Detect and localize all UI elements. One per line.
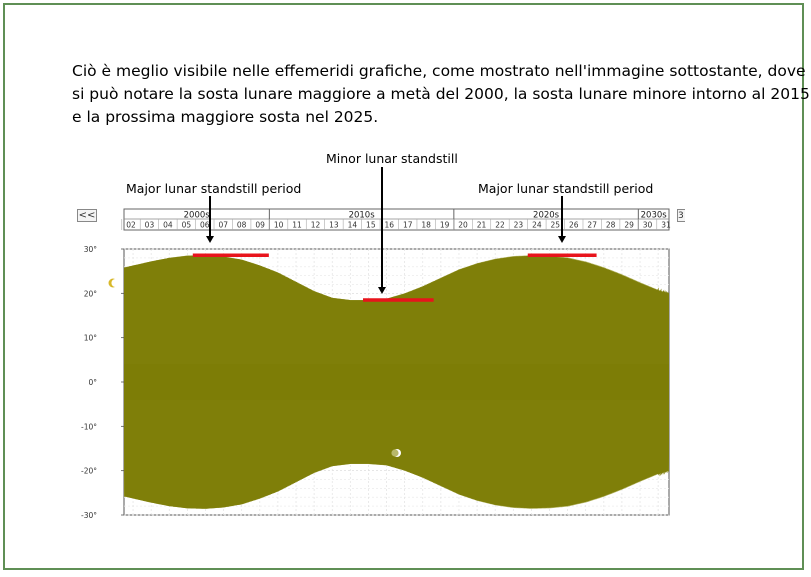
y-tick-label: 30° — [84, 245, 98, 254]
year-tick-label: 21 — [477, 221, 487, 230]
year-tick-label: 07 — [218, 221, 228, 230]
year-tick-label: 10 — [274, 221, 284, 230]
paragraph-line-2: si può notare la sosta lunare maggiore a… — [72, 85, 810, 103]
year-tick-label: 20 — [458, 221, 468, 230]
year-tick-label: 05 — [182, 221, 192, 230]
paragraph-line-1: Ciò è meglio visibile nelle effemeridi g… — [72, 62, 806, 80]
annotation-major-standstill-right: Major lunar standstill period — [478, 181, 654, 196]
crescent-moon-icon — [108, 278, 120, 288]
paragraph-line-3: e la prossima maggiore sosta nel 2025. — [72, 108, 379, 126]
decade-label: 2030s — [641, 211, 668, 221]
decade-label: 2010s — [349, 211, 376, 221]
declination-series-line — [124, 255, 669, 509]
year-tick-label: 26 — [569, 221, 579, 230]
previous-period-button[interactable]: << — [77, 209, 97, 222]
y-tick-label: -30° — [81, 511, 97, 520]
timeline-box — [123, 208, 670, 231]
moon-shadow — [391, 449, 399, 457]
y-axis: 30° 20° 10° 0° -10° -20° -30° — [81, 245, 124, 520]
year-tick-label: 28 — [606, 221, 616, 230]
year-tick-label: 02 — [126, 221, 136, 230]
declination-core — [124, 364, 669, 400]
y-tick-label: 10° — [84, 334, 98, 343]
annotation-arrow-head — [378, 287, 386, 294]
year-tick-label: 27 — [587, 221, 597, 230]
moon-shadow — [111, 278, 120, 288]
year-tick-label: 22 — [495, 221, 505, 230]
annotation-major-standstill-left: Major lunar standstill period — [126, 181, 302, 196]
decade-label: 2020s — [533, 211, 560, 221]
year-tick-label: 15 — [366, 221, 376, 230]
annotation-arrows — [206, 167, 566, 294]
y-tick-label: 20° — [84, 289, 98, 298]
declination-band — [124, 255, 669, 509]
year-tick-label: 18 — [421, 221, 431, 230]
year-tick-label: 30 — [643, 221, 653, 230]
annotation-arrow-head — [206, 236, 214, 243]
annotation-minor-standstill: Minor lunar standstill — [326, 151, 458, 166]
decade-label: 2000s — [184, 211, 211, 221]
description-paragraph: Ciò è meglio visibile nelle effemeridi g… — [72, 60, 810, 129]
moon-icons — [108, 278, 401, 457]
year-tick-label: 08 — [237, 221, 247, 230]
year-tick-label: 24 — [532, 221, 542, 230]
y-tick-label: -20° — [81, 467, 97, 476]
y-tick-label: 0° — [88, 378, 97, 387]
crescent-moon-icon — [391, 449, 401, 457]
annotation-arrow-head — [558, 236, 566, 243]
year-tick-label: 11 — [292, 221, 302, 230]
year-tick-label: 23 — [514, 221, 524, 230]
slide-frame — [3, 3, 804, 570]
next-period-button[interactable]: 3 — [677, 209, 685, 222]
year-tick-label: 16 — [385, 221, 395, 230]
year-tick-label: 13 — [329, 221, 339, 230]
standstill-markers — [192, 253, 597, 302]
year-tick-label: 14 — [348, 221, 358, 230]
year-tick-label: 03 — [145, 221, 155, 230]
year-tick-label: 31 — [661, 221, 671, 230]
year-tick-label: 04 — [163, 221, 173, 230]
year-tick-label: 06 — [200, 221, 210, 230]
timeline-header: 2000s 2010s 2020s 2030s 02 03 04 05 06 07 08 09 10 11… — [121, 208, 671, 231]
year-tick-label: 25 — [551, 221, 561, 230]
year-tick-label: 19 — [440, 221, 450, 230]
year-tick-label: 17 — [403, 221, 413, 230]
year-tick-label: 09 — [255, 221, 265, 230]
year-tick-label: 29 — [624, 221, 634, 230]
y-tick-label: -10° — [81, 422, 97, 431]
year-tick-label: 12 — [311, 221, 321, 230]
